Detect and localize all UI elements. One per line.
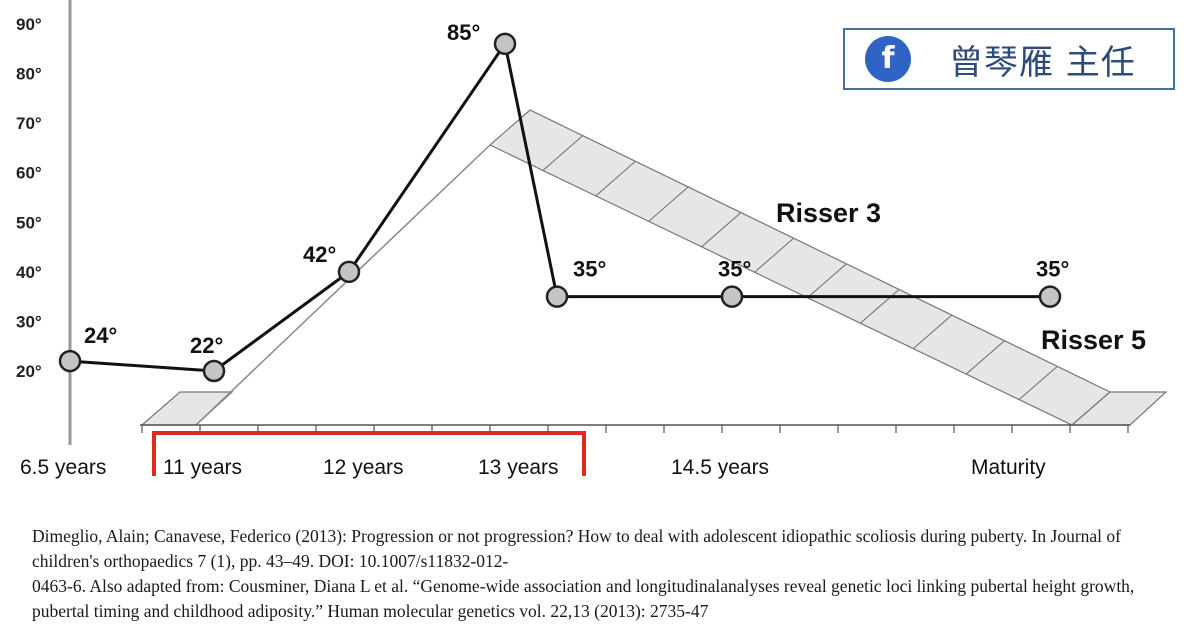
data-label: 35°	[1036, 257, 1069, 282]
data-label: 35°	[573, 257, 606, 282]
x-tick-label: 11 years	[163, 456, 242, 479]
y-tick-label: 70°	[16, 114, 42, 133]
y-tick-label: 60°	[16, 164, 42, 183]
risser-band-segment	[648, 186, 689, 222]
y-tick-label: 20°	[16, 362, 42, 381]
y-tick-labels: 20° 30° 40° 50° 60° 70° 80° 90°	[16, 15, 42, 381]
risser-band-segment	[595, 160, 636, 197]
data-label: 42°	[303, 242, 336, 267]
data-label: 24°	[84, 323, 117, 348]
data-label: 85°	[447, 20, 480, 45]
annotation-risser-5: Risser 5	[1041, 325, 1146, 355]
risser-band-segment	[542, 135, 584, 171]
chart: 20° 30° 40° 50° 60° 70° 80° 90° 6.5 years 11 yea…	[16, 0, 1168, 479]
risser-band-segment	[701, 212, 742, 248]
x-tick-label: 12 years	[323, 456, 404, 479]
risser-band-segment	[860, 289, 900, 324]
data-point	[1038, 285, 1062, 308]
x-axis-ticks	[141, 425, 1129, 433]
citation: Dimeglio, Alain; Canavese, Federico (201…	[32, 524, 1182, 624]
y-tick-label: 50°	[16, 213, 42, 232]
data-point	[545, 285, 569, 308]
y-tick-label: 40°	[16, 263, 42, 282]
risser-band	[140, 109, 1168, 426]
x-tick-label: Maturity	[971, 456, 1046, 479]
risser-band-segment	[807, 263, 847, 299]
y-tick-label: 90°	[16, 15, 42, 34]
data-point	[493, 32, 517, 56]
citation-line-2: 0463-6. Also adapted from: Cousminer, Di…	[32, 576, 1135, 621]
data-label: 35°	[718, 257, 751, 282]
highlight-bracket	[152, 431, 586, 476]
y-tick-label: 30°	[16, 312, 42, 331]
risser-band-segment	[912, 314, 953, 350]
data-point	[720, 285, 744, 308]
data-point	[202, 359, 226, 383]
x-tick-label: 6.5 years	[20, 456, 106, 479]
data-point	[58, 349, 82, 373]
risser-rise-line	[195, 144, 491, 426]
data-label: 22°	[190, 333, 223, 358]
y-tick-label: 80°	[16, 65, 42, 84]
data-series: 24° 22° 42° 85° 35° 35° 35°	[58, 20, 1069, 383]
risser-band-segment	[965, 340, 1005, 375]
x-tick-label: 14.5 years	[671, 456, 769, 479]
risser-band-segment	[1018, 365, 1058, 400]
risser-band-segment	[754, 237, 794, 273]
badge-name: 曾琴雁 主任	[949, 42, 1136, 83]
risser-band-start	[140, 391, 234, 426]
facebook-badge[interactable]: f 曾琴雁 主任	[843, 28, 1175, 90]
data-point	[337, 260, 361, 284]
x-tick-label: 13 years	[478, 456, 559, 479]
annotation-risser-3: Risser 3	[776, 198, 881, 228]
citation-line-1: Dimeglio, Alain; Canavese, Federico (201…	[32, 526, 1121, 571]
facebook-icon: f	[865, 36, 911, 82]
x-tick-labels: 6.5 years 11 years 12 years 13 years 14.5 ye…	[20, 456, 1046, 479]
